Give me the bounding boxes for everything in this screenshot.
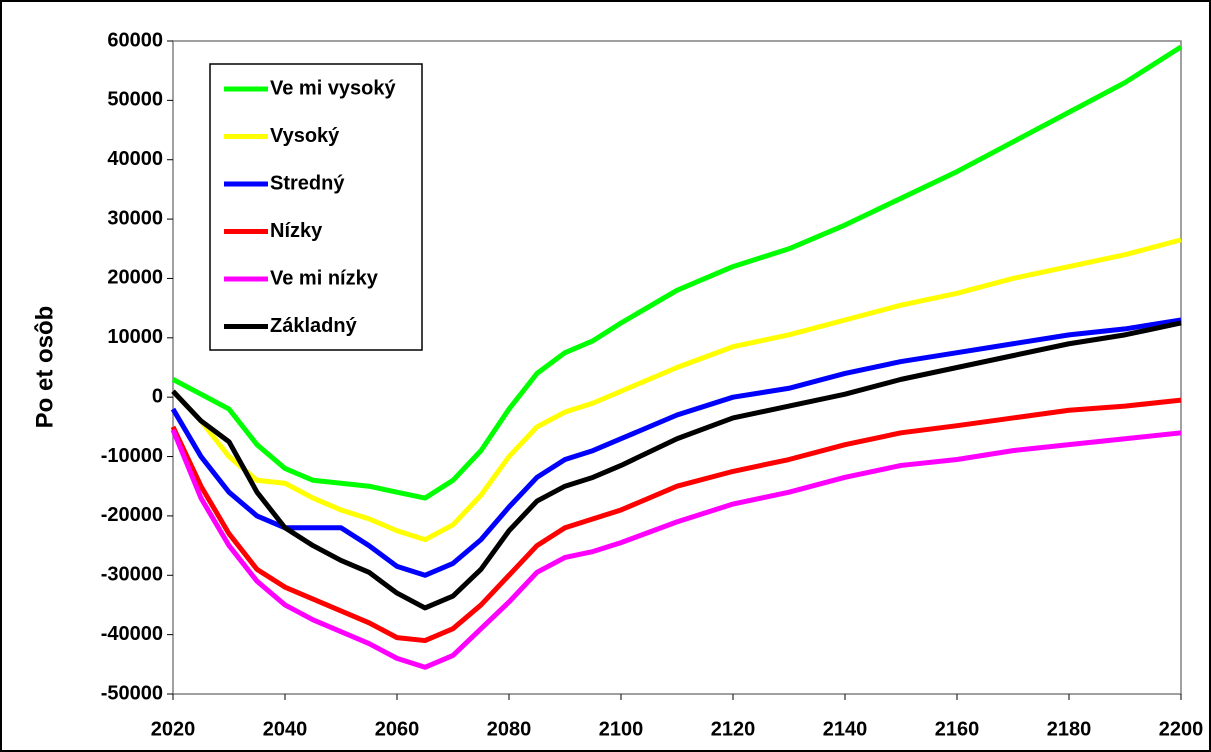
series-line: [171, 320, 1182, 611]
y-tick-label: -20000: [101, 504, 163, 526]
legend-label: Stredný: [270, 172, 345, 194]
y-tick-label: -40000: [101, 623, 163, 645]
x-tick-label: 2120: [711, 718, 756, 740]
legend-label: Ve mi vysoký: [270, 77, 397, 99]
y-tick-label: 40000: [107, 148, 163, 170]
y-tick-label: -30000: [101, 564, 163, 586]
y-axis-label: Po et osôb: [31, 306, 58, 429]
series-line: [171, 237, 1182, 543]
x-tick-label: 2060: [375, 718, 420, 740]
legend-label: Vysoký: [270, 125, 340, 147]
series-line: [170, 317, 1182, 578]
y-tick-label: 50000: [107, 89, 163, 111]
x-tick-label: 2140: [823, 718, 868, 740]
series-line: [171, 44, 1183, 501]
y-tick-label: 60000: [107, 29, 163, 51]
y-tick-label: 20000: [107, 267, 163, 289]
x-tick-label: 2200: [1159, 718, 1204, 740]
x-tick-label: 2040: [263, 718, 308, 740]
series-line: [170, 397, 1182, 644]
legend-box: [209, 63, 423, 351]
legend-label: Základný: [270, 315, 358, 337]
x-tick-label: 2100: [599, 718, 644, 740]
x-tick-label: 2020: [151, 718, 196, 740]
y-tick-label: 0: [152, 385, 163, 407]
x-tick-label: 2180: [1047, 718, 1092, 740]
x-tick-label: 2080: [487, 718, 532, 740]
x-tick-label: 2160: [935, 718, 980, 740]
y-tick-label: 10000: [107, 326, 163, 348]
y-tick-label: 30000: [107, 207, 163, 229]
legend-label: Nízky: [270, 220, 323, 242]
legend-label: Ve mi nízky: [270, 267, 379, 289]
series-line: [170, 428, 1182, 670]
y-tick-label: -10000: [101, 445, 163, 467]
y-tick-label: -50000: [101, 682, 163, 704]
